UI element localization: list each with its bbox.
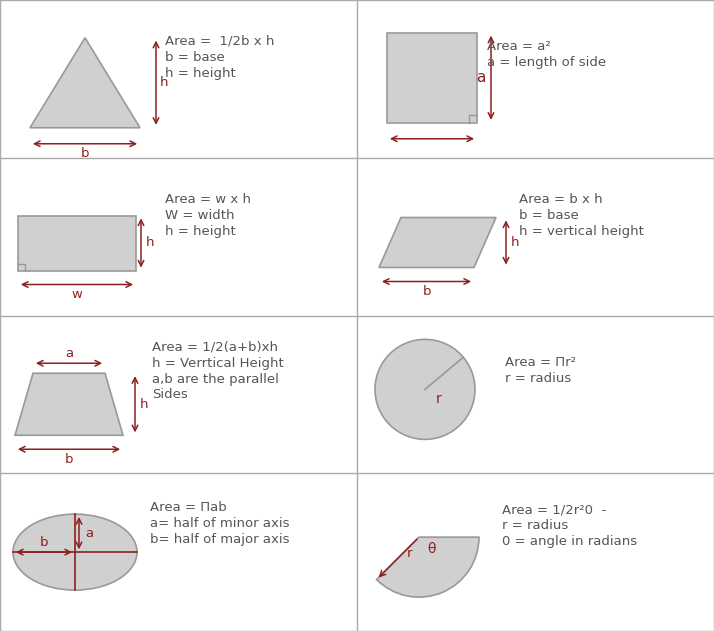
Circle shape <box>375 339 475 439</box>
Text: r: r <box>407 547 413 560</box>
Text: h = height: h = height <box>165 225 236 238</box>
Polygon shape <box>15 374 123 435</box>
Text: h = vertical height: h = vertical height <box>519 225 644 238</box>
Text: h: h <box>140 398 149 411</box>
Text: a= half of minor axis: a= half of minor axis <box>150 517 289 530</box>
Text: Area = a²: Area = a² <box>487 40 550 53</box>
Bar <box>387 33 477 123</box>
Wedge shape <box>376 537 479 597</box>
Text: r = radius: r = radius <box>502 519 568 533</box>
Text: Area = Πab: Area = Πab <box>150 501 227 514</box>
Ellipse shape <box>13 514 137 590</box>
Text: b: b <box>65 453 74 466</box>
Text: Area = b x h: Area = b x h <box>519 192 603 206</box>
Text: b: b <box>422 285 431 298</box>
Text: Area = 1/2(a+b)xh: Area = 1/2(a+b)xh <box>152 341 278 353</box>
Text: r: r <box>436 392 442 406</box>
Text: a,b are the parallel: a,b are the parallel <box>152 372 279 386</box>
Text: a = length of side: a = length of side <box>487 56 606 69</box>
Text: b = base: b = base <box>519 209 579 221</box>
Text: b= half of major axis: b= half of major axis <box>150 533 289 546</box>
Text: h: h <box>511 236 519 249</box>
Text: Area = Πr²: Area = Πr² <box>505 355 576 369</box>
Polygon shape <box>379 218 496 268</box>
Text: a: a <box>476 70 486 85</box>
Text: Area =  1/2b x h: Area = 1/2b x h <box>165 35 274 48</box>
Bar <box>18 216 136 271</box>
Text: b = base: b = base <box>165 51 225 64</box>
Polygon shape <box>30 38 140 127</box>
Text: h: h <box>146 237 154 249</box>
Text: Area = 1/2r²0  -: Area = 1/2r²0 - <box>502 504 606 516</box>
Text: b: b <box>40 536 49 548</box>
Text: Area = w x h: Area = w x h <box>165 192 251 206</box>
Text: b: b <box>81 147 89 160</box>
Text: 0 = angle in radians: 0 = angle in radians <box>502 535 637 548</box>
Text: h = Verrtical Height: h = Verrtical Height <box>152 357 283 370</box>
Text: w: w <box>71 288 82 301</box>
Text: a: a <box>65 347 73 360</box>
Text: a: a <box>85 527 93 540</box>
Text: θ: θ <box>427 542 436 556</box>
Text: Sides: Sides <box>152 389 188 401</box>
Text: W = width: W = width <box>165 209 234 221</box>
Text: h: h <box>160 76 169 89</box>
Text: r = radius: r = radius <box>505 372 571 384</box>
Text: h = height: h = height <box>165 67 236 80</box>
